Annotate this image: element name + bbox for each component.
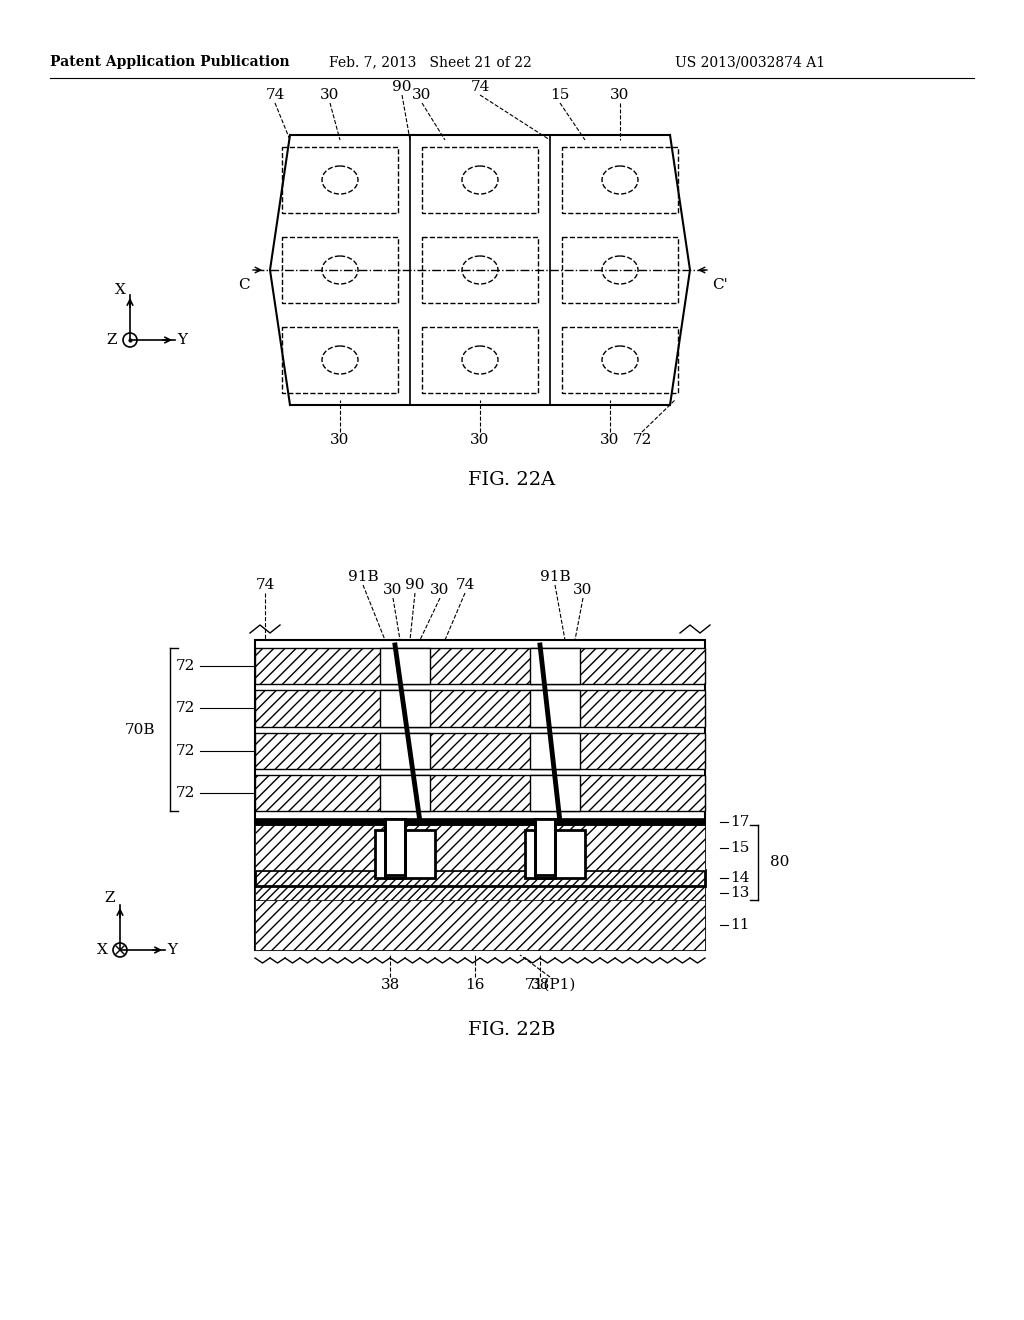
Text: 30: 30 [573,583,593,597]
Text: 91B: 91B [540,570,570,583]
Text: 11: 11 [730,917,750,932]
Text: US 2013/0032874 A1: US 2013/0032874 A1 [675,55,825,69]
Text: X: X [96,942,108,957]
Text: 72: 72 [176,785,195,800]
Bar [530,775,580,810]
Bar [385,818,406,875]
Bar [255,775,705,810]
Bar [255,870,705,886]
Text: 71(P1): 71(P1) [524,978,575,993]
Bar [562,147,678,213]
Bar [380,733,430,768]
Bar [255,648,705,684]
Bar [255,733,705,768]
Text: FIG. 22A: FIG. 22A [468,471,556,488]
Text: 90: 90 [406,578,425,591]
Text: 74: 74 [470,81,489,94]
Bar [255,775,705,810]
Text: 72: 72 [176,743,195,758]
Text: 30: 30 [610,88,630,102]
Text: 72: 72 [176,701,195,715]
Text: 90: 90 [392,81,412,94]
Bar [282,147,398,213]
Text: 91B: 91B [348,570,378,583]
Text: Feb. 7, 2013   Sheet 21 of 22: Feb. 7, 2013 Sheet 21 of 22 [329,55,531,69]
Bar [255,690,705,726]
Circle shape [123,333,137,347]
Text: 72: 72 [632,433,651,447]
Bar [422,327,538,393]
Text: 70B: 70B [125,722,155,737]
Text: 30: 30 [331,433,349,447]
Text: 72: 72 [176,659,195,673]
Bar [530,690,580,726]
Text: 13: 13 [730,886,750,900]
Bar [255,648,705,684]
Bar [380,775,430,810]
Circle shape [113,942,127,957]
Text: 30: 30 [430,583,450,597]
Bar [255,733,705,768]
Bar [535,818,555,875]
Text: 15: 15 [730,841,750,854]
Text: 30: 30 [383,583,402,597]
Bar [255,640,705,950]
Text: 30: 30 [413,88,432,102]
Text: 74: 74 [255,578,274,591]
Bar [380,648,430,684]
Bar [562,238,678,304]
Text: Y: Y [167,942,177,957]
Text: 74: 74 [456,578,475,591]
Text: 38: 38 [380,978,399,993]
Text: Y: Y [177,333,187,347]
Bar [255,870,705,886]
Text: 30: 30 [470,433,489,447]
Text: 30: 30 [600,433,620,447]
Bar [255,818,705,825]
Bar [282,238,398,304]
Bar [255,900,705,950]
Bar [562,327,678,393]
Bar [380,690,430,726]
Bar [282,327,398,393]
Bar [422,238,538,304]
Bar [255,690,705,726]
Bar [255,825,705,870]
Bar [530,648,580,684]
Text: 74: 74 [265,88,285,102]
Text: 38: 38 [530,978,550,993]
Text: Z: Z [106,333,118,347]
Text: C': C' [712,279,728,292]
Text: C: C [239,279,250,292]
Text: 30: 30 [321,88,340,102]
Text: Patent Application Publication: Patent Application Publication [50,55,290,69]
Bar [255,886,705,900]
Text: FIG. 22B: FIG. 22B [468,1020,556,1039]
Bar [375,830,435,878]
Text: 80: 80 [770,855,790,870]
Text: Z: Z [104,891,116,906]
Bar [422,147,538,213]
Text: 17: 17 [730,814,750,829]
Text: 16: 16 [465,978,484,993]
Bar [530,733,580,768]
Text: 15: 15 [550,88,569,102]
Text: X: X [115,282,125,297]
Text: 14: 14 [730,871,750,884]
Bar [525,830,585,878]
